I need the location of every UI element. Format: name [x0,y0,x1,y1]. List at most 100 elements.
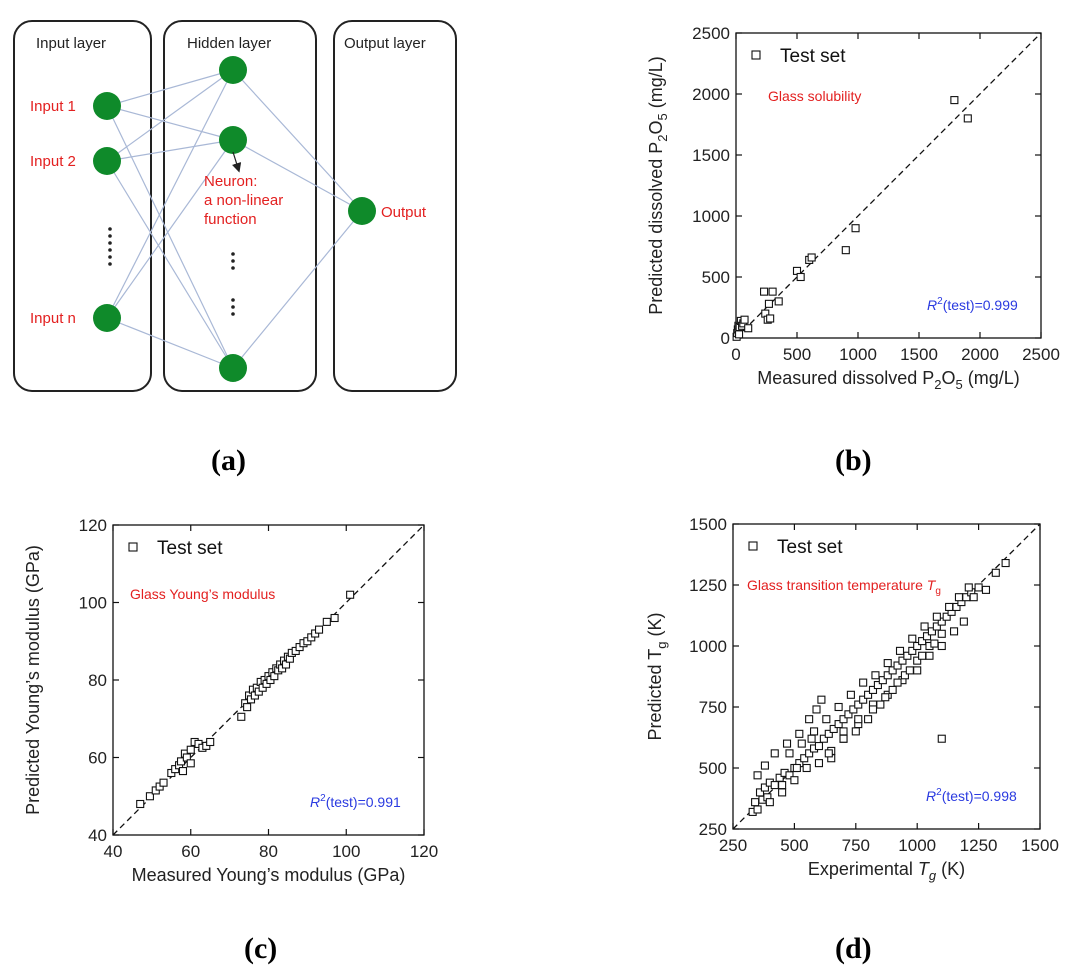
data-point [814,741,824,751]
y-tick-label: 0 [721,329,730,348]
data-point [785,749,794,758]
legend-marker [128,542,138,552]
caption-c: (c) [244,932,277,965]
data-point [913,666,922,675]
data-point [206,737,215,747]
data-point [819,734,828,743]
x-tick-label: 1500 [1021,836,1059,855]
panel-a-network-diagram: Input layer Hidden layer Output layer [13,20,457,392]
input-n-label: Input n [30,310,76,327]
identity-line [735,32,1042,339]
output-node [348,197,376,225]
data-point [925,651,934,660]
data-point [778,781,787,790]
data-point [785,771,794,780]
data-point [186,745,195,754]
data-point [888,666,897,675]
data-point [937,617,946,626]
hidden-node-1 [219,56,247,84]
x-tick-label: 80 [259,842,278,861]
chart-b-glass-solubility: 0 500 1000 1500 2000 2500 0 500 1000 1500 2000 2500… [646,24,1060,392]
y-tick-label: 2000 [692,85,730,104]
data-point [330,613,339,623]
legend-label: Test set [777,537,843,558]
data-point [974,583,983,592]
data-point [871,671,880,680]
data-point [237,712,246,721]
data-point [839,715,848,724]
input-2-label: Input 2 [30,153,76,170]
data-point [937,734,946,743]
data-point [778,788,787,797]
data-point [908,646,917,655]
x-tick-label: 2000 [961,345,999,364]
data-point [744,324,753,333]
x-tick-label: 500 [783,345,811,364]
data-point [145,792,154,801]
data-point [774,297,783,306]
legend-marker [751,50,761,60]
y-tick-label: 750 [699,698,727,717]
data-point [878,676,887,685]
data-point [807,734,816,743]
x-tick-label: 1250 [960,836,998,855]
data-point [770,749,779,758]
input-layer-box [13,20,152,392]
data-point [243,703,252,712]
data-point [760,783,769,792]
y-axis-label: Predicted dissolved P2O5 (mg/L) [646,56,670,315]
x-tick-label: 40 [104,842,123,861]
data-point [764,299,773,308]
input-node-1 [93,92,121,120]
data-point [322,617,331,626]
data-point [868,685,878,694]
chart-annotation: Glass transition temperature Tg [747,577,941,597]
data-point [844,710,853,719]
caption-d: (d) [835,932,872,965]
neuron-arrow [231,151,242,173]
data-point [797,739,806,748]
data-point [159,778,168,787]
data-point [883,659,892,668]
caption-b: (b) [835,444,872,477]
x-tick-label: 60 [181,842,200,861]
data-point [918,637,927,646]
data-point [942,612,951,621]
data-point [346,590,355,599]
y-tick-label: 1250 [689,576,727,595]
data-point [751,798,760,807]
data-point [873,680,882,690]
input-node-n [93,304,121,332]
x-tick-label: 750 [842,836,870,855]
data-point [981,585,991,594]
data-point [178,767,188,776]
data-point [913,656,922,665]
input-ellipsis [108,227,112,266]
x-tick-label: 1000 [898,836,936,855]
x-axis-label: Measured dissolved P2O5 (mg/L) [757,368,1020,392]
data-point [959,617,968,626]
data-point [792,763,801,773]
legend-label: Test set [780,46,846,67]
data-point [991,568,1000,577]
input-1-label: Input 1 [30,98,76,115]
chart-d-glass-transition: 250 500 750 1000 1250 1500 250 500 750 1000 1250 15… [645,515,1059,883]
data-point [920,622,929,631]
data-point [854,715,863,724]
data-point [898,656,907,665]
x-tick-label: 500 [780,836,808,855]
legend-marker [748,541,758,551]
network-edges [106,69,363,369]
x-tick-label: 1000 [839,345,877,364]
x-tick-label: 2500 [1022,345,1060,364]
data-point [314,625,324,634]
data-point [760,761,769,770]
data-point [900,671,909,680]
y-tick-label: 2500 [692,24,730,43]
input-node-2 [93,147,121,175]
hidden-ellipsis-2 [231,298,235,316]
data-point [765,798,774,807]
data-point [854,700,863,709]
y-axis-label: Predicted Tg (K) [645,613,669,741]
data-point [859,678,868,687]
